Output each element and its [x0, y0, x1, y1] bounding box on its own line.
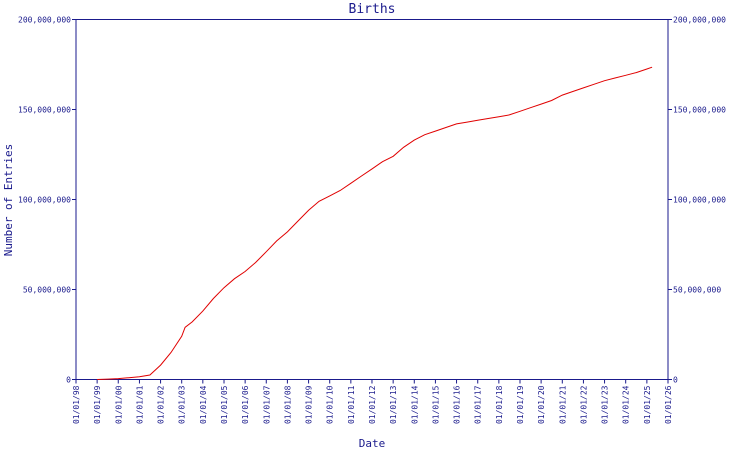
- y-tick-label-right: 200,000,000: [673, 16, 726, 25]
- x-tick-label: 01/01/12: [368, 385, 377, 424]
- x-tick-label: 01/01/21: [558, 385, 567, 424]
- x-tick-label: 01/01/11: [347, 385, 356, 424]
- y-axis-right: 0 50,000,000 100,000,000 150,000,000 200,000…: [668, 16, 726, 385]
- series-line: [97, 66, 653, 380]
- x-tick-label: 01/01/02: [157, 385, 166, 424]
- x-tick-label: 01/01/26: [664, 385, 673, 424]
- x-tick-label: 01/01/08: [283, 385, 292, 424]
- x-tick-label: 01/01/04: [199, 385, 208, 424]
- x-tick-label: 01/01/25: [643, 385, 652, 424]
- x-tick-label: 01/01/17: [474, 385, 483, 424]
- y-tick-label-right: 100,000,000: [673, 196, 726, 205]
- x-tick-label: 01/01/14: [410, 385, 419, 424]
- y-axis-label: Number of Entries: [2, 144, 15, 257]
- x-tick-label: 01/01/22: [579, 385, 588, 424]
- x-tick-label: 01/01/01: [135, 385, 144, 424]
- y-axis-left: 0 50,000,000 100,000,000 150,000,000 200,000…: [18, 16, 76, 385]
- y-tick-label-left: 0: [66, 376, 71, 385]
- y-tick-label-right: 150,000,000: [673, 106, 726, 115]
- x-tick-label: 01/01/19: [516, 385, 525, 424]
- x-tick-label: 01/01/13: [389, 385, 398, 424]
- y-tick-label-right: 0: [673, 376, 678, 385]
- x-axis: 01/01/98 01/01/99 01/01/00 01/01/01 01/01/02…: [72, 379, 673, 424]
- x-tick-label: 01/01/10: [326, 385, 335, 424]
- y-tick-label-left: 200,000,000: [18, 16, 71, 25]
- x-tick-label: 01/01/15: [431, 385, 440, 424]
- y-tick-label-left: 150,000,000: [18, 106, 71, 115]
- x-tick-label: 01/01/06: [241, 385, 250, 424]
- x-tick-label: 01/01/16: [453, 385, 462, 424]
- x-tick-label: 01/01/98: [72, 385, 81, 424]
- x-tick-label: 01/01/23: [601, 385, 610, 424]
- x-tick-label: 01/01/24: [622, 385, 631, 424]
- x-tick-label: 01/01/09: [305, 385, 314, 424]
- chart-title: Births: [349, 2, 396, 17]
- x-tick-label: 01/01/05: [220, 385, 229, 424]
- x-tick-label: 01/01/00: [114, 385, 123, 424]
- y-tick-label-left: 100,000,000: [18, 196, 71, 205]
- y-tick-label-right: 50,000,000: [673, 286, 721, 295]
- x-axis-label: Date: [359, 437, 386, 450]
- x-tick-label: 01/01/20: [537, 385, 546, 424]
- plot-frame: [75, 19, 669, 380]
- x-tick-label: 01/01/99: [93, 385, 102, 424]
- x-tick-label: 01/01/07: [262, 385, 271, 424]
- x-tick-label: 01/01/18: [495, 385, 504, 424]
- x-tick-label: 01/01/03: [178, 385, 187, 424]
- y-tick-label-left: 50,000,000: [23, 286, 71, 295]
